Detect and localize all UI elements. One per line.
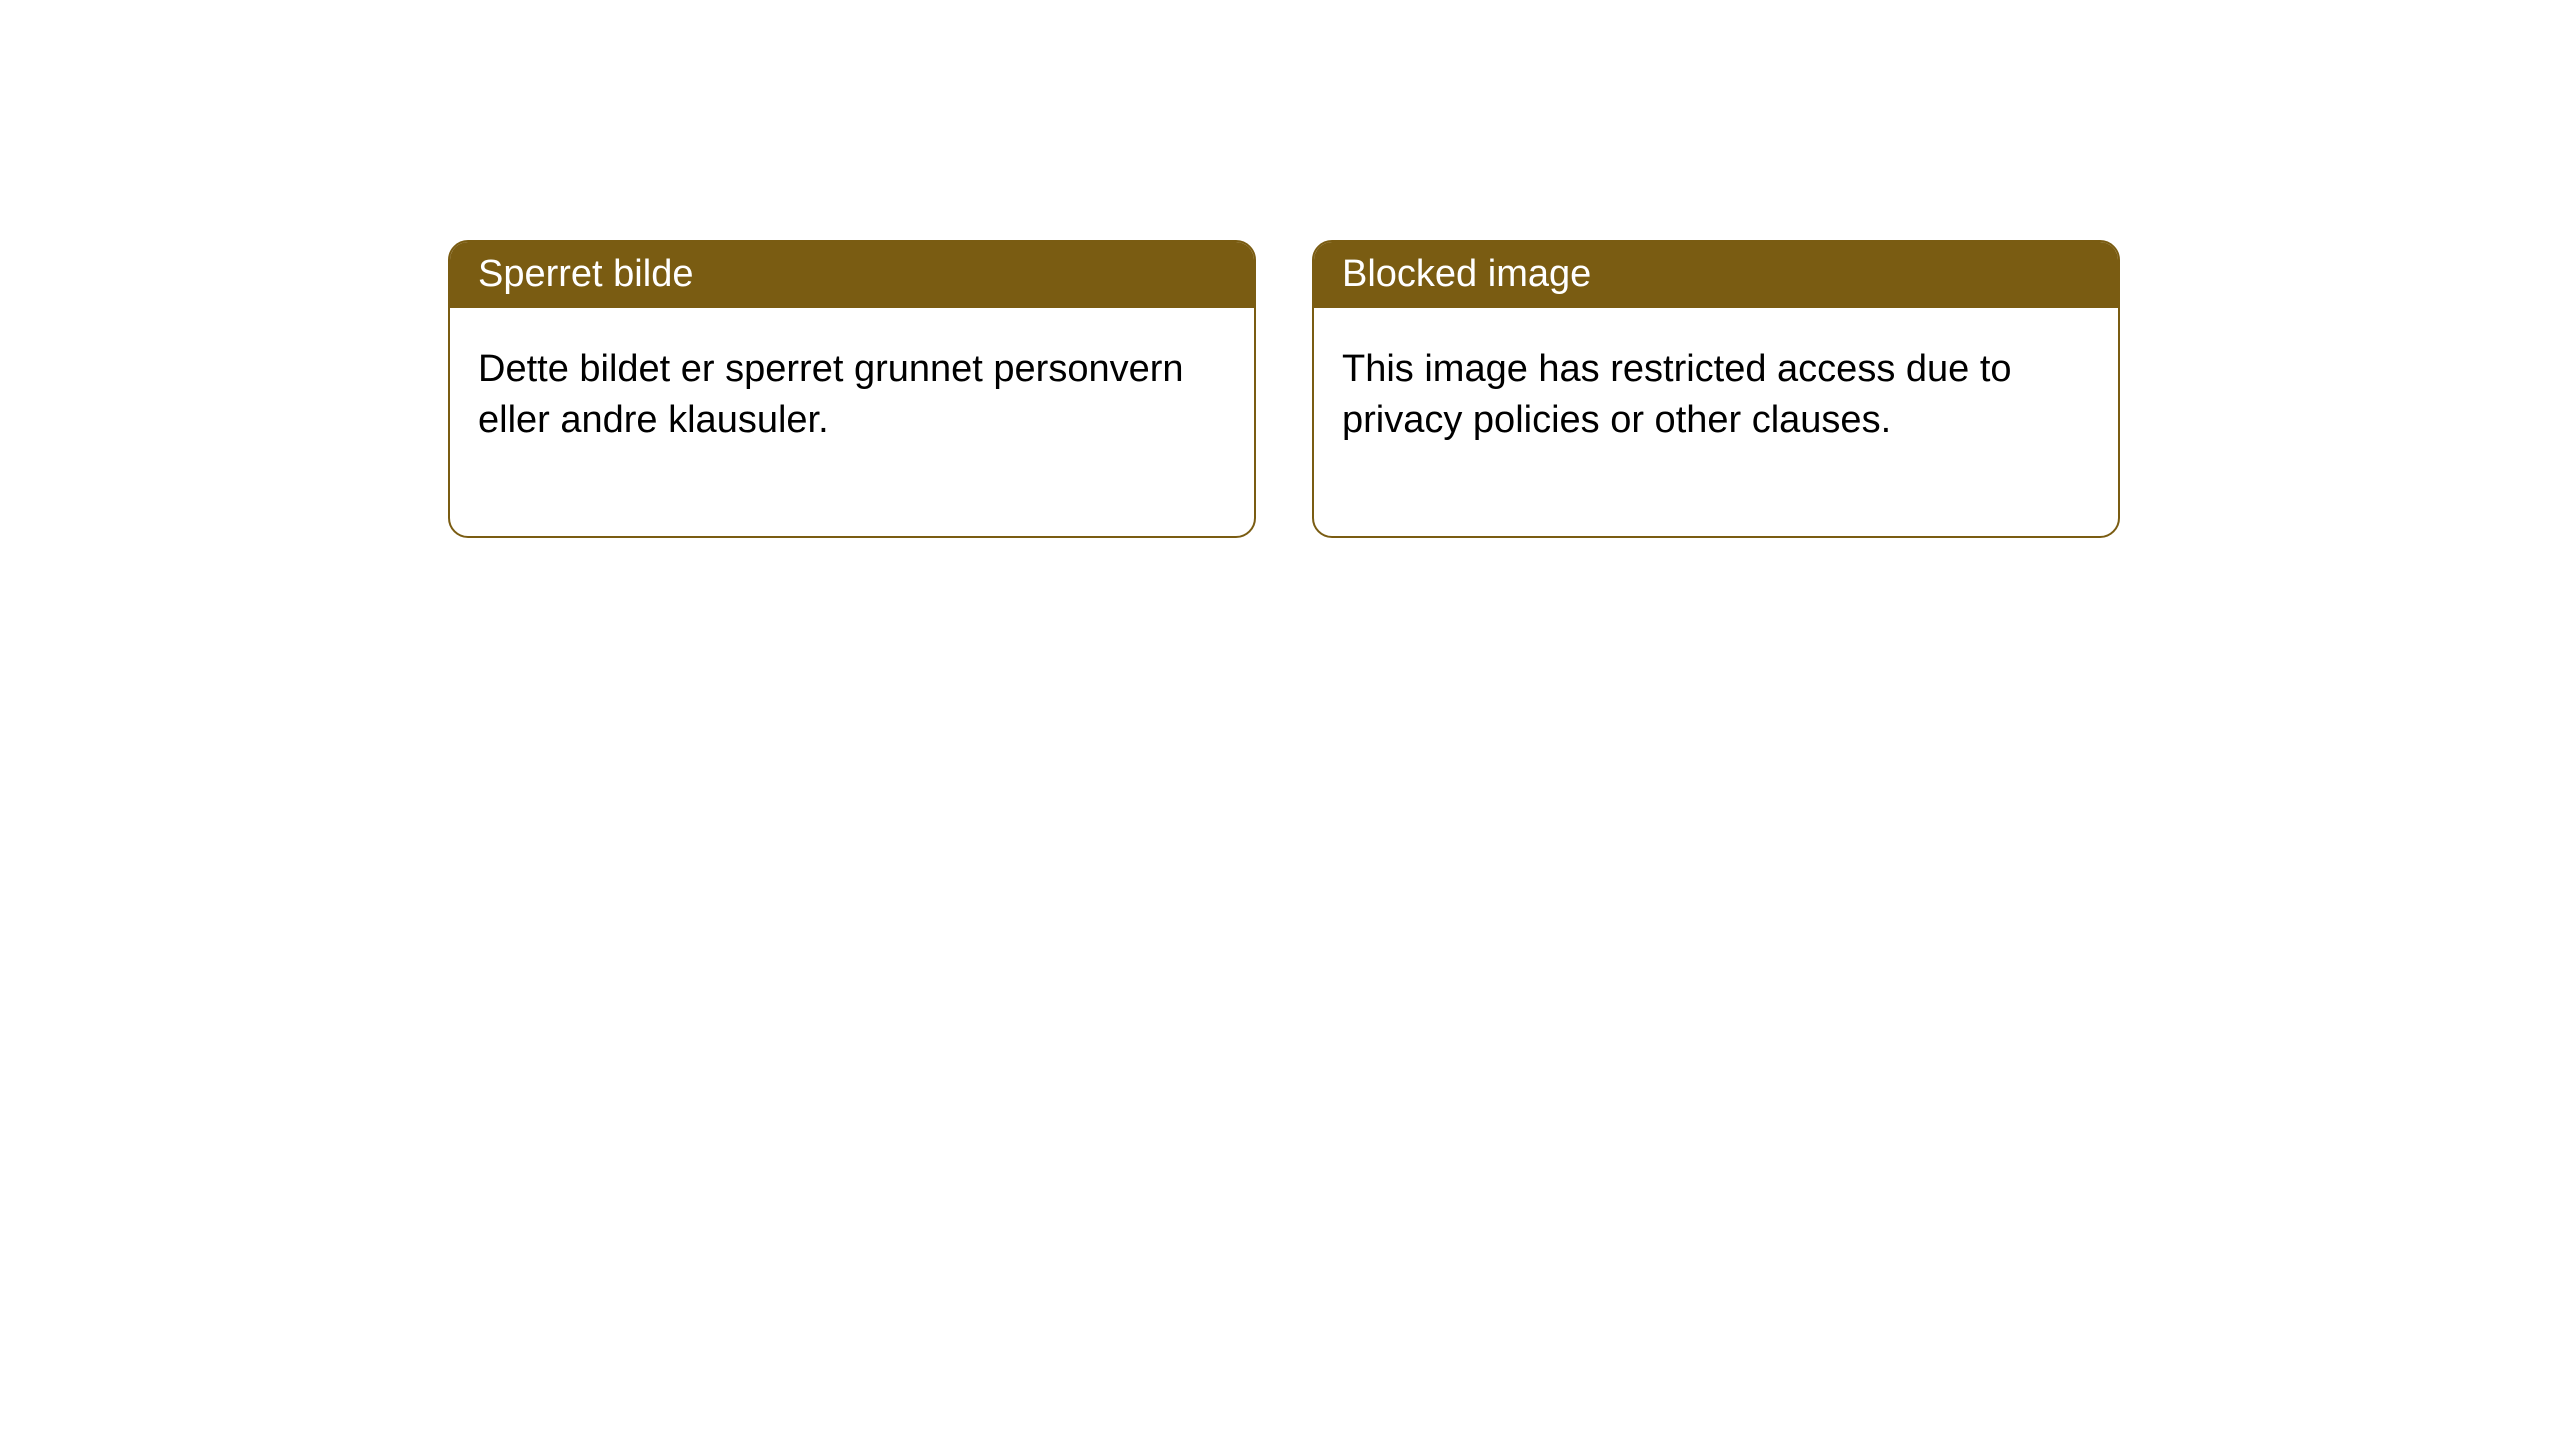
- notice-title-norwegian: Sperret bilde: [450, 242, 1254, 308]
- notice-box-norwegian: Sperret bilde Dette bildet er sperret gr…: [448, 240, 1256, 538]
- notice-box-english: Blocked image This image has restricted …: [1312, 240, 2120, 538]
- notice-title-english: Blocked image: [1314, 242, 2118, 308]
- notice-body-norwegian: Dette bildet er sperret grunnet personve…: [450, 308, 1254, 537]
- notice-container: Sperret bilde Dette bildet er sperret gr…: [0, 0, 2560, 538]
- notice-body-english: This image has restricted access due to …: [1314, 308, 2118, 537]
